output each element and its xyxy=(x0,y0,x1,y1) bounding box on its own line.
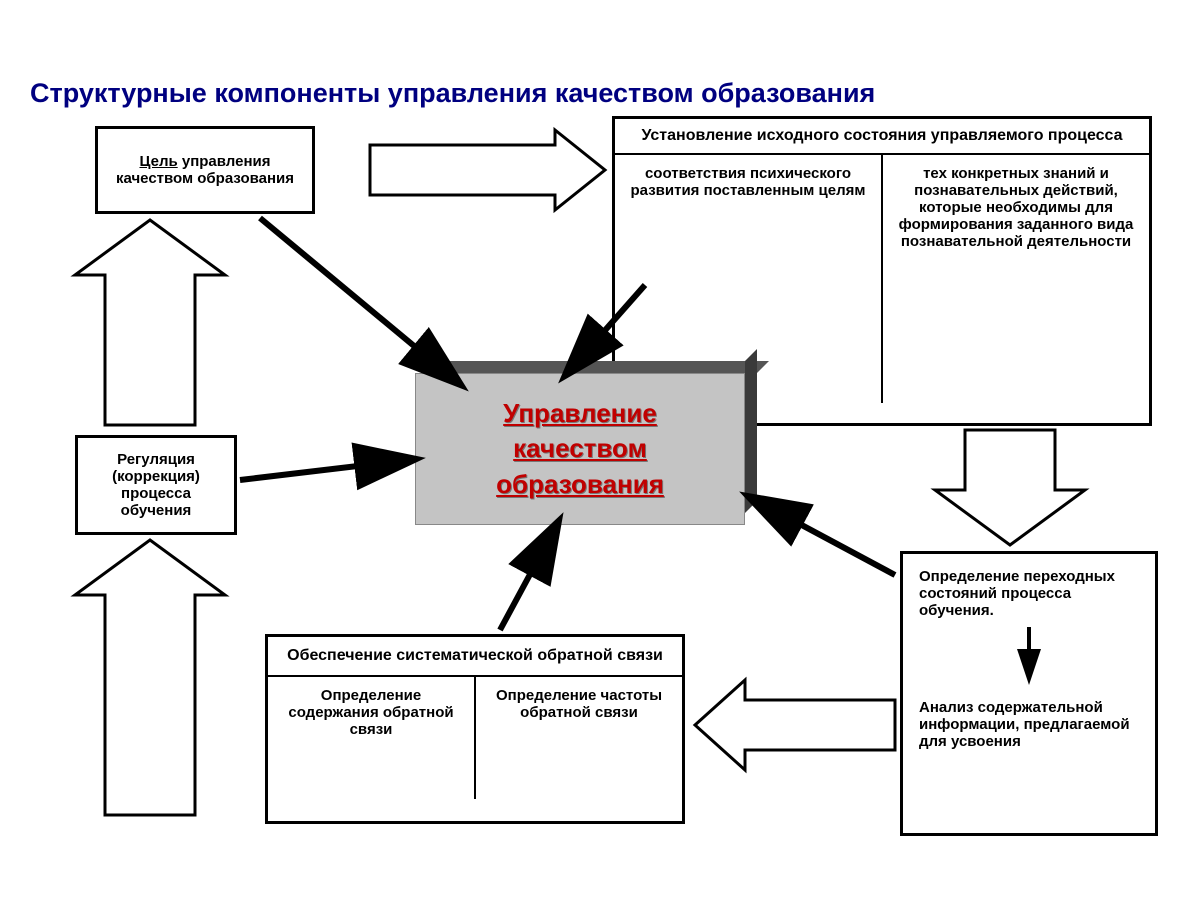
node-analysis: Определение переходных состояний процесс… xyxy=(900,551,1158,836)
feedback-to-regulate xyxy=(75,540,225,815)
regulate-to-center xyxy=(240,460,408,480)
node-goal: Цель управления качеством образования xyxy=(95,126,315,214)
node-feedback-header: Обеспечение систематической обратной свя… xyxy=(268,637,682,677)
node-regulate: Регуляция (коррекция) процесса обучения xyxy=(75,435,237,535)
node-center-line2: качеством xyxy=(513,431,647,466)
node-analysis-internal-arrow xyxy=(919,625,1139,689)
establish-to-analysis xyxy=(935,430,1085,545)
analysis-to-center xyxy=(755,500,895,575)
feedback-to-center xyxy=(500,528,555,630)
node-feedback-cell-left: Определение содержания обратной связи xyxy=(268,677,476,799)
node-center-line1: Управление xyxy=(503,396,657,431)
goal-to-center xyxy=(260,218,455,380)
analysis-to-feedback xyxy=(695,680,895,770)
node-analysis-p1: Определение переходных состояний процесс… xyxy=(919,568,1139,619)
node-feedback-cell-right: Определение частоты обратной связи xyxy=(476,677,682,799)
goal-to-establish xyxy=(370,130,605,210)
diagram-title: Структурные компоненты управления качест… xyxy=(30,78,875,109)
node-establish-cell-right: тех конкретных знаний и познавательных д… xyxy=(883,155,1149,403)
regulate-to-goal xyxy=(75,220,225,425)
node-center: Управление качеством образования xyxy=(415,373,745,525)
node-analysis-p2: Анализ содержательной информации, предла… xyxy=(919,699,1139,750)
node-center-line3: образования xyxy=(496,467,664,502)
node-feedback: Обеспечение систематической обратной свя… xyxy=(265,634,685,824)
node-goal-underlined: Цель xyxy=(139,153,177,170)
node-establish-header: Установление исходного состояния управля… xyxy=(615,119,1149,155)
node-regulate-label: Регуляция (коррекция) процесса обучения xyxy=(86,451,226,519)
